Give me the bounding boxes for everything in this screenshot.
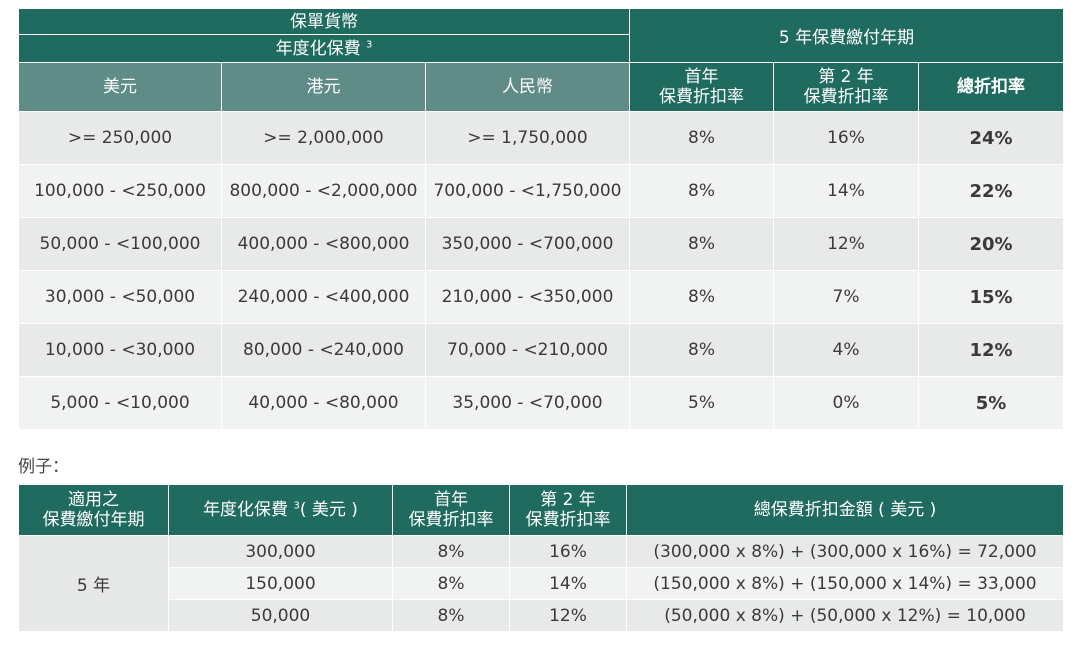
col-header-usd: 美元: [18, 62, 222, 112]
table-row: 150,000 8% 14% (150,000 x 8%) + (150,000…: [19, 567, 1064, 600]
total-rate: 20%: [917, 217, 1065, 271]
usd-range: 30,000 - <50,000: [18, 270, 222, 324]
hkd-range: 240,000 - <400,000: [221, 270, 426, 324]
first-year-rate: 8%: [392, 599, 510, 632]
rmb-range: 700,000 - <1,750,000: [425, 164, 630, 218]
second-year-rate: 0%: [773, 376, 919, 430]
first-year-rate: 8%: [392, 535, 510, 568]
total-discount-formula: (300,000 x 8%) + (300,000 x 16%) = 72,00…: [626, 535, 1064, 568]
first-year-rate: 8%: [392, 567, 510, 600]
footnote-marker: 3: [366, 38, 373, 50]
first-year-rate: 8%: [629, 111, 774, 165]
premium-value: 50,000: [168, 599, 393, 632]
table-row: 100,000 - <250,000 800,000 - <2,000,000 …: [18, 164, 1065, 218]
total-rate: 12%: [917, 323, 1065, 377]
total-discount-formula: (150,000 x 8%) + (150,000 x 14%) = 33,00…: [626, 567, 1064, 600]
header-annualized-premium: 年度化保費 3: [18, 34, 630, 63]
second-year-rate: 12%: [773, 217, 919, 271]
hkd-range: >= 2,000,000: [221, 111, 426, 165]
col-header-total-rate: 總折扣率: [917, 62, 1065, 112]
hkd-range: 400,000 - <800,000: [221, 217, 426, 271]
first-year-rate: 8%: [629, 164, 774, 218]
usd-range: >= 250,000: [18, 111, 222, 165]
total-rate: 5%: [917, 376, 1065, 430]
premium-value: 150,000: [168, 567, 393, 600]
table-row: 5 年 300,000 8% 16% (300,000 x 8%) + (300…: [18, 535, 1064, 632]
table-row: >= 250,000 >= 2,000,000 >= 1,750,000 8% …: [18, 111, 1065, 165]
discount-rate-table: 保單貨幣 5 年保費繳付年期 年度化保費 3 美元 港元 人民幣 首年 保費折扣率…: [18, 8, 1065, 430]
premium-value: 300,000: [168, 535, 393, 568]
usd-range: 50,000 - <100,000: [18, 217, 222, 271]
col-header-annualized-premium: 年度化保費 3( 美元 ): [168, 484, 393, 536]
second-year-rate: 4%: [773, 323, 919, 377]
total-discount-formula: (50,000 x 8%) + (50,000 x 12%) = 10,000: [626, 599, 1064, 632]
rmb-range: 210,000 - <350,000: [425, 270, 630, 324]
col-header-hkd: 港元: [221, 62, 426, 112]
header-payment-period: 5 年保費繳付年期: [628, 8, 1065, 63]
rmb-range: 70,000 - <210,000: [425, 323, 630, 377]
table-row: 5,000 - <10,000 40,000 - <80,000 35,000 …: [18, 376, 1065, 430]
total-rate: 22%: [917, 164, 1065, 218]
col-header-second-year-rate: 第 2 年保費折扣率: [773, 62, 919, 112]
first-year-rate: 8%: [629, 323, 774, 377]
footnote-marker: 3: [293, 500, 300, 512]
rmb-range: 350,000 - <700,000: [425, 217, 630, 271]
col-header-applicable-period: 適用之 保費繳付年期: [18, 484, 169, 536]
usd-range: 100,000 - <250,000: [18, 164, 222, 218]
col-header-first-year-rate: 首年 保費折扣率: [629, 62, 774, 112]
second-year-rate: 12%: [509, 599, 627, 632]
header-policy-currency: 保單貨幣: [18, 8, 630, 35]
table-row: 30,000 - <50,000 240,000 - <400,000 210,…: [18, 270, 1065, 324]
second-year-rate: 16%: [509, 535, 627, 568]
first-year-rate: 8%: [629, 217, 774, 271]
second-year-rate: 14%: [509, 567, 627, 600]
table-row: 10,000 - <30,000 80,000 - <240,000 70,00…: [18, 323, 1065, 377]
second-year-rate: 16%: [773, 111, 919, 165]
col-header-second-year-rate: 第 2 年保費折扣率: [509, 484, 627, 536]
usd-range: 5,000 - <10,000: [18, 376, 222, 430]
rmb-range: >= 1,750,000: [425, 111, 630, 165]
col-header-total-discount-amount: 總保費折扣金額 ( 美元 ): [626, 484, 1064, 536]
payment-period-value: 5 年: [18, 535, 169, 632]
first-year-rate: 8%: [629, 270, 774, 324]
usd-range: 10,000 - <30,000: [18, 323, 222, 377]
table-row: 50,000 - <100,000 400,000 - <800,000 350…: [18, 217, 1065, 271]
total-rate: 24%: [917, 111, 1065, 165]
hkd-range: 40,000 - <80,000: [221, 376, 426, 430]
col-header-first-year-rate: 首年 保費折扣率: [392, 484, 510, 536]
rmb-range: 35,000 - <70,000: [425, 376, 630, 430]
hkd-range: 800,000 - <2,000,000: [221, 164, 426, 218]
total-rate: 15%: [917, 270, 1065, 324]
example-table: 適用之 保費繳付年期 年度化保費 3( 美元 ) 首年 保費折扣率 第 2 年保費折…: [18, 484, 1064, 632]
hkd-range: 80,000 - <240,000: [221, 323, 426, 377]
table-row: 50,000 8% 12% (50,000 x 8%) + (50,000 x …: [19, 599, 1064, 632]
second-year-rate: 7%: [773, 270, 919, 324]
first-year-rate: 5%: [629, 376, 774, 430]
col-header-rmb: 人民幣: [425, 62, 630, 112]
second-year-rate: 14%: [773, 164, 919, 218]
example-heading: 例子：: [18, 457, 69, 477]
